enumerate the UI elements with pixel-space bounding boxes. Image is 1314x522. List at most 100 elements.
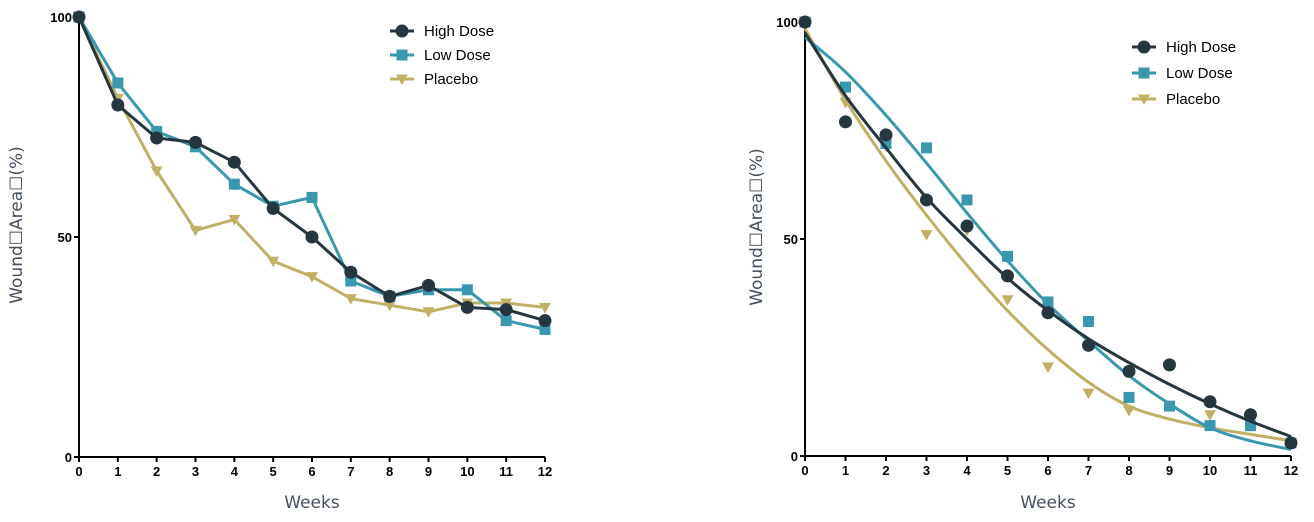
legend: High Dose Low Dose Placebo bbox=[390, 23, 494, 88]
x-tick-label: 7 bbox=[347, 464, 354, 479]
legend: High Dose Low Dose Placebo bbox=[1132, 39, 1236, 108]
data-point bbox=[499, 303, 513, 317]
data-point bbox=[1123, 405, 1135, 417]
series-high-dose bbox=[72, 10, 552, 328]
x-tick-label: 11 bbox=[1244, 463, 1258, 478]
data-point bbox=[267, 256, 280, 268]
x-tick-label: 5 bbox=[270, 464, 277, 479]
y-tick-label: 0 bbox=[791, 449, 798, 464]
x-axis-title: Weeks bbox=[284, 493, 340, 513]
legend-marker bbox=[1138, 67, 1150, 79]
data-point bbox=[1122, 364, 1136, 378]
data-point bbox=[383, 300, 396, 312]
legend-marker bbox=[1138, 94, 1150, 105]
x-tick-label: 6 bbox=[308, 464, 315, 479]
y-tick-label: 100 bbox=[50, 10, 72, 25]
data-point bbox=[227, 155, 241, 169]
x-tick-label: 8 bbox=[386, 464, 393, 479]
legend-label: High Dose bbox=[424, 23, 494, 40]
data-point bbox=[344, 265, 358, 279]
legend-label: Placebo bbox=[1166, 91, 1220, 108]
data-point bbox=[840, 81, 851, 93]
y-axis-title: Wound☐Area☐(%) bbox=[747, 148, 767, 306]
data-point bbox=[1123, 391, 1135, 403]
series-high-dose bbox=[798, 15, 1298, 450]
y-tick-label: 0 bbox=[65, 450, 72, 465]
data-point bbox=[1204, 420, 1216, 432]
data-point bbox=[1041, 306, 1055, 320]
data-point bbox=[920, 230, 933, 241]
data-point bbox=[798, 15, 812, 29]
data-point bbox=[839, 115, 852, 129]
x-tick-label: 0 bbox=[801, 463, 808, 478]
data-point bbox=[1244, 408, 1257, 422]
data-point bbox=[1284, 436, 1298, 450]
data-point bbox=[189, 135, 202, 149]
chart-left-panel: 0 1 2 3 4 5 6 7 8 9 10 11 12050100WeeksWound☐Area☐(%… bbox=[7, 10, 552, 513]
data-point bbox=[1163, 358, 1176, 372]
data-point bbox=[422, 278, 435, 292]
legend-label: Low Dose bbox=[1166, 65, 1233, 82]
data-point bbox=[461, 284, 473, 296]
series-placebo bbox=[799, 17, 1297, 449]
legend-label: Low Dose bbox=[424, 47, 491, 64]
data-point bbox=[961, 194, 973, 206]
x-tick-label: 6 bbox=[1044, 463, 1051, 478]
x-tick-label: 10 bbox=[1203, 463, 1217, 478]
x-tick-label: 1 bbox=[842, 463, 849, 478]
x-axis-title: Weeks bbox=[1020, 493, 1076, 513]
legend-label: Placebo bbox=[424, 71, 478, 88]
data-point bbox=[150, 166, 163, 177]
data-point bbox=[422, 307, 435, 318]
data-point bbox=[228, 178, 240, 190]
data-point bbox=[1042, 296, 1054, 308]
legend-marker bbox=[396, 49, 408, 61]
x-tick-label: 12 bbox=[1284, 463, 1298, 478]
x-tick-label: 0 bbox=[75, 464, 82, 479]
data-point bbox=[960, 219, 974, 233]
legend-marker bbox=[395, 24, 409, 38]
legend-marker bbox=[1137, 40, 1151, 54]
data-point bbox=[1245, 420, 1256, 432]
x-tick-label: 1 bbox=[114, 464, 121, 479]
data-point bbox=[1164, 400, 1175, 412]
legend-marker bbox=[396, 74, 408, 85]
data-point bbox=[150, 131, 164, 145]
data-point bbox=[111, 98, 125, 112]
x-tick-label: 8 bbox=[1125, 463, 1132, 478]
data-point bbox=[921, 142, 932, 154]
data-point bbox=[1083, 315, 1094, 327]
legend-label: High Dose bbox=[1166, 39, 1236, 56]
data-point bbox=[500, 315, 512, 327]
x-tick-label: 7 bbox=[1085, 463, 1092, 478]
data-point bbox=[228, 214, 241, 226]
data-point bbox=[1001, 269, 1014, 283]
data-point bbox=[539, 302, 551, 314]
data-point bbox=[539, 323, 551, 335]
x-tick-label: 3 bbox=[192, 464, 199, 479]
y-tick-label: 50 bbox=[784, 232, 798, 247]
data-point bbox=[306, 191, 318, 203]
data-point bbox=[1002, 250, 1013, 262]
y-tick-label: 100 bbox=[776, 15, 798, 30]
data-point bbox=[1042, 362, 1054, 374]
data-point bbox=[1082, 388, 1095, 400]
data-point bbox=[460, 300, 474, 314]
data-point bbox=[879, 128, 893, 142]
x-tick-label: 3 bbox=[923, 463, 930, 478]
x-tick-label: 4 bbox=[963, 463, 971, 478]
x-tick-label: 2 bbox=[153, 464, 160, 479]
x-tick-label: 12 bbox=[538, 464, 552, 479]
data-point bbox=[1001, 295, 1014, 306]
x-tick-label: 11 bbox=[499, 464, 513, 479]
x-tick-label: 2 bbox=[882, 463, 889, 478]
data-point bbox=[1082, 338, 1095, 352]
y-axis-title: Wound☐Area☐(%) bbox=[7, 146, 27, 304]
x-tick-label: 9 bbox=[1166, 463, 1173, 478]
data-point bbox=[72, 10, 86, 24]
data-point bbox=[189, 225, 202, 237]
x-tick-label: 10 bbox=[460, 464, 474, 479]
data-point bbox=[1204, 410, 1216, 421]
chart-right-panel: 0 1 2 3 4 5 6 7 8 9 10 11 12050100WeeksWound☐Area☐(%… bbox=[747, 15, 1298, 513]
